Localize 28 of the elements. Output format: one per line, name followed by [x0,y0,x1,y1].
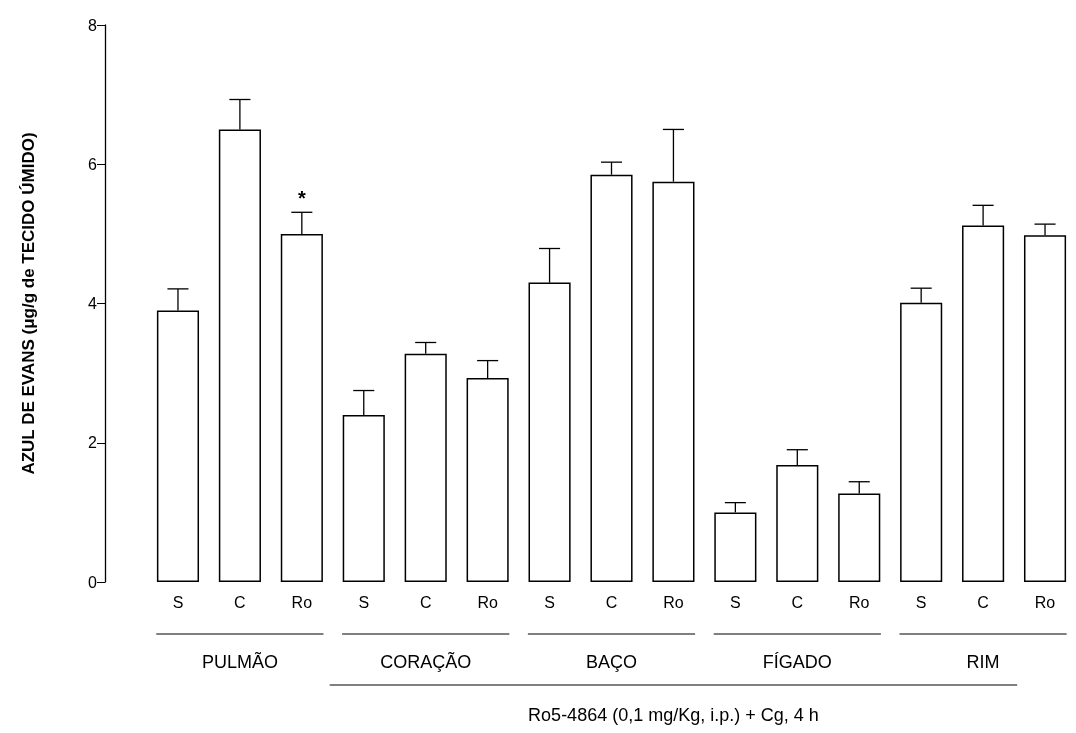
text: BAÇO [585,652,638,672]
x-tick-label: C [234,593,246,611]
y-tick-label: 8 [88,16,98,34]
text: CORAÇÃO [380,651,472,672]
x-tick-label: S [358,593,370,611]
x-tick-label: Ro [1034,593,1056,611]
x-tick-label: C [791,593,804,611]
text: PULMÃO [201,651,278,672]
x-tick-label: C [605,593,618,611]
y-tick-label: 2 [88,434,98,452]
text: RIM [966,652,1000,672]
x-tick-label: S [915,593,927,611]
x-tick-label: S [172,593,184,611]
x-tick-label: Ro [849,593,870,611]
x-tick-label: Ro [291,593,313,611]
y-tick-label: 0 [88,573,98,591]
y-tick-label: 4 [88,295,98,312]
x-tick-label: S [544,593,555,611]
x-tick-label: Ro [663,593,684,611]
text: Ro5-4864 (0,1 mg/Kg, i.p.) + Cg, 4 h [528,705,819,725]
x-tick-label: C [419,593,432,611]
y-axis-title: AZUL DE EVANS (μg/g de TECIDO ÚMIDO) [19,132,38,475]
x-tick-label: Ro [477,593,498,611]
x-tick-label: S [730,593,741,611]
data-label: * [297,187,306,210]
x-tick-label: C [977,593,989,611]
y-tick-label: 6 [88,155,98,173]
text: FÍGADO [762,652,832,672]
